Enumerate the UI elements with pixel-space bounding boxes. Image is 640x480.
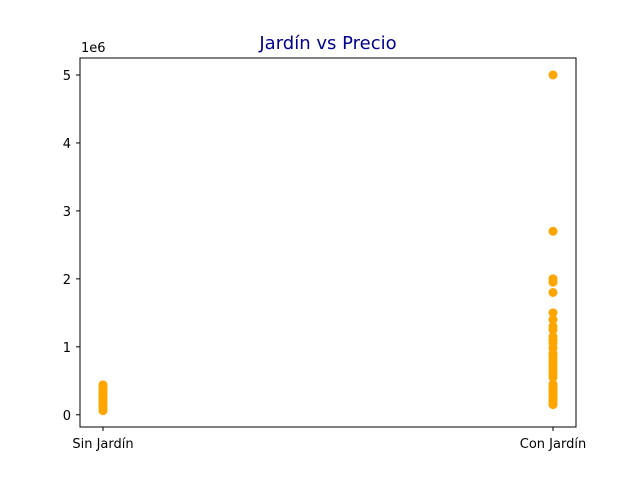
data-point xyxy=(548,321,558,331)
y-tick-label: 1 xyxy=(63,341,71,356)
data-point xyxy=(548,379,558,389)
y-tick-label: 4 xyxy=(63,137,71,152)
x-tick-label: Con Jardín xyxy=(520,437,586,452)
y-tick-label: 5 xyxy=(63,69,71,84)
y-axis-offset-label: 1e6 xyxy=(81,41,106,56)
y-axis: 0 1 2 3 4 5 xyxy=(63,69,80,424)
data-point xyxy=(548,274,558,284)
data-point xyxy=(98,380,108,390)
data-point xyxy=(548,332,558,342)
data-point xyxy=(548,287,558,297)
y-tick-label: 3 xyxy=(63,205,71,220)
data-point xyxy=(548,226,558,236)
y-tick-label: 2 xyxy=(63,273,71,288)
chart-title: Jardín vs Precio xyxy=(258,33,396,54)
x-tick-label: Sin Jardín xyxy=(72,437,133,452)
points-layer xyxy=(98,70,558,416)
plot-frame xyxy=(79,57,577,428)
data-point xyxy=(548,315,558,325)
data-point xyxy=(548,308,558,318)
data-point xyxy=(548,70,558,80)
y-tick-label: 0 xyxy=(63,409,71,424)
x-axis: Sin Jardín Con Jardín xyxy=(72,427,586,452)
